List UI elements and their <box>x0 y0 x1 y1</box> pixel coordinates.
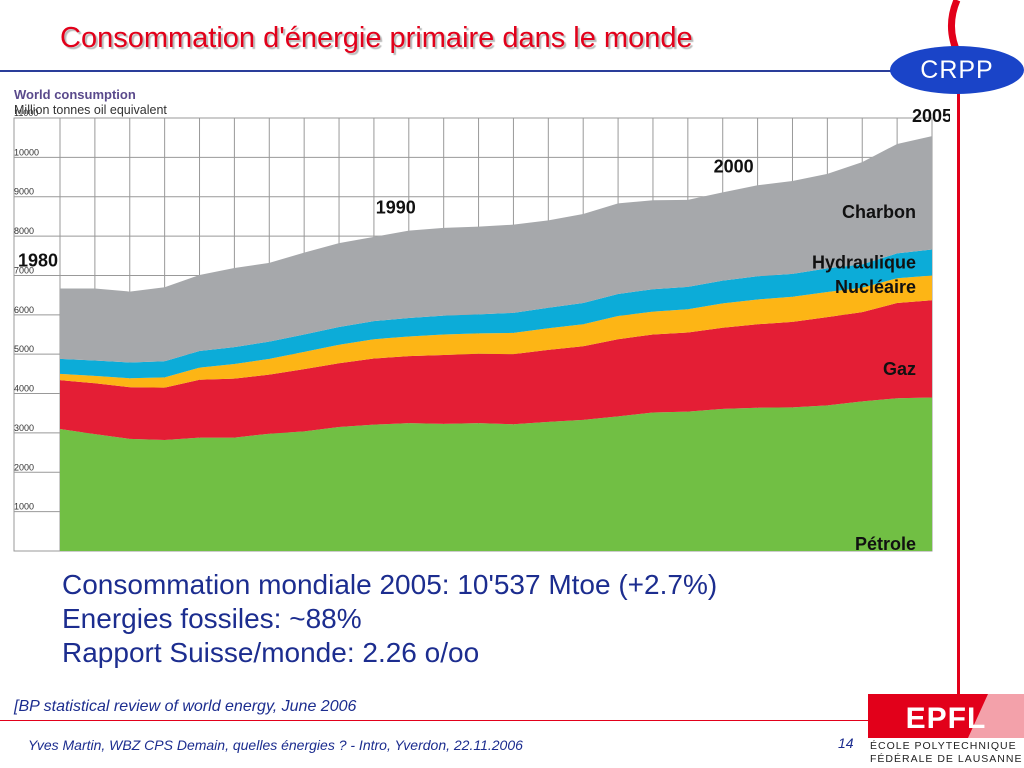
epfl-logo: EPFL <box>868 694 1024 738</box>
epfl-name-line-2: FÉDÉRALE DE LAUSANNE <box>870 753 1023 765</box>
y-tick-label: 1000 <box>14 502 34 512</box>
area-hydraulique <box>60 249 932 379</box>
summary-line-fossil: Energies fossiles: ~88% <box>62 603 362 634</box>
epfl-name-line-1: ÉCOLE POLYTECHNIQUE <box>870 740 1017 752</box>
chart-labels: Pétrole Gaz Nucléaire Hydraulique Charbon 198… <box>18 106 950 554</box>
epfl-name: ÉCOLE POLYTECHNIQUE FÉDÉRALE DE LAUSANNE <box>870 740 1024 766</box>
summary-line-consumption: Consommation mondiale 2005: 10'537 Mtoe … <box>62 569 718 600</box>
y-tick-label: 6000 <box>14 305 34 315</box>
series-label-gaz: Gaz <box>883 359 916 379</box>
footer-rule <box>0 720 957 721</box>
area-nucléaire <box>60 275 932 388</box>
y-tick-label: 3000 <box>14 423 34 433</box>
summary-line-ratio: Rapport Suisse/monde: 2.26 o/oo <box>62 637 480 668</box>
crpp-logo-text: CRPP <box>920 55 994 84</box>
series-label-nucléaire: Nucléaire <box>835 277 916 297</box>
title-rule <box>0 70 900 72</box>
y-axis-ticks: 1000 2000 3000 4000 5000 6000 7000 8000 9000 1000… <box>14 108 39 512</box>
area-charbon <box>60 136 932 363</box>
chart-title: World consumption <box>14 87 136 102</box>
footer-text: Yves Martin, WBZ CPS Demain, quelles éne… <box>28 737 523 753</box>
area-pétrole <box>60 397 932 551</box>
y-tick-label: 8000 <box>14 226 34 236</box>
y-tick-label: 7000 <box>14 265 34 275</box>
year-label-2005: 2005 <box>912 106 950 126</box>
slide-title: Consommation d'énergie primaire dans le … <box>60 22 693 54</box>
summary-text: Consommation mondiale 2005: 10'537 Mtoe … <box>62 568 717 670</box>
crpp-logo: CRPP <box>890 46 1024 94</box>
chart-areas <box>60 136 932 551</box>
year-label-2000: 2000 <box>714 156 754 176</box>
y-tick-label: 11000 <box>14 108 38 118</box>
year-label-1980: 1980 <box>18 250 58 270</box>
series-label-charbon: Charbon <box>842 202 916 222</box>
year-label-1990: 1990 <box>376 198 416 218</box>
source-citation: [BP statistical review of world energy, … <box>14 698 357 715</box>
series-label-hydraulique: Hydraulique <box>812 252 916 272</box>
vertical-rule <box>957 58 960 738</box>
energy-chart: World consumption Million tonnes oil equ… <box>13 87 950 554</box>
series-label-pétrole: Pétrole <box>855 534 916 554</box>
y-tick-label: 4000 <box>14 384 34 394</box>
page-number: 14 <box>838 735 854 751</box>
y-tick-label: 5000 <box>14 344 34 354</box>
chart-subtitle: Million tonnes oil equivalent <box>14 103 167 117</box>
y-tick-label: 10000 <box>14 147 39 157</box>
y-tick-label: 2000 <box>14 462 34 472</box>
y-tick-label: 9000 <box>14 187 34 197</box>
epfl-logo-mark: EPFL <box>906 702 987 735</box>
area-gaz <box>60 300 932 440</box>
